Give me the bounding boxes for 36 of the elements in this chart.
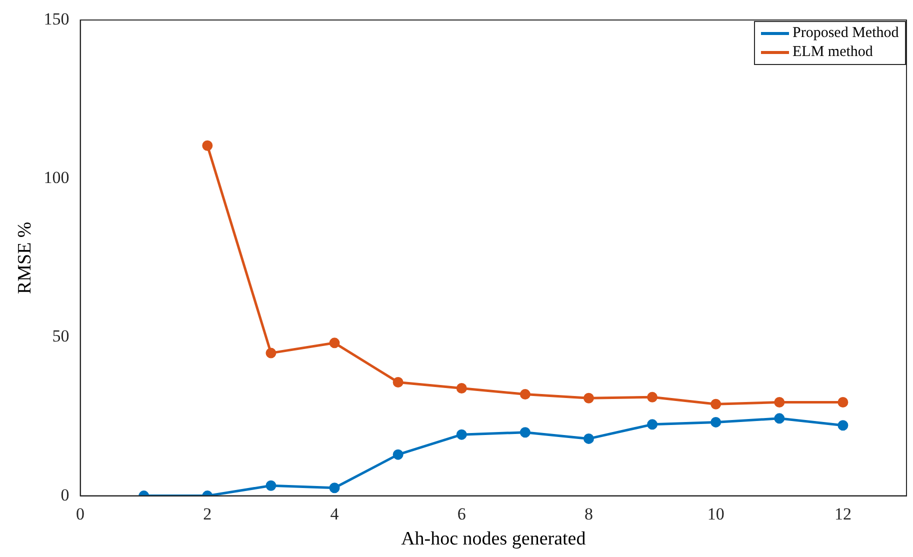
point [392,376,404,388]
point [647,419,658,430]
point [774,413,785,424]
legend-label: ELM method [792,43,873,62]
x-tick-label: 0 [76,504,85,524]
x-tick-label: 12 [834,504,852,524]
point [202,140,213,151]
point [329,338,340,348]
x-axis-title: Ah-hoc nodes generated [401,528,586,550]
point [456,429,467,440]
point [456,383,467,394]
y-tick-label: 50 [52,326,70,346]
point [583,392,594,404]
point [392,449,404,460]
point [520,389,530,400]
point [266,480,276,491]
point [266,348,276,358]
y-axis-title: RMSE % [14,222,36,294]
point [520,427,530,438]
point [838,420,848,431]
point [710,398,722,410]
point [329,482,340,494]
legend-label: Proposed Method [792,24,899,43]
point [774,396,785,408]
x-tick-label: 10 [707,504,724,524]
point [647,392,658,402]
x-tick-label: 6 [457,504,466,524]
y-tick-label: 0 [60,485,70,504]
x-tick-label: 4 [330,504,340,524]
y-tick-label: 100 [44,168,70,188]
y-tick-label: 150 [44,9,70,28]
point [710,416,722,428]
point [583,433,594,444]
x-tick-label: 2 [203,504,212,524]
point [838,396,848,408]
x-tick-label: 8 [584,504,593,524]
